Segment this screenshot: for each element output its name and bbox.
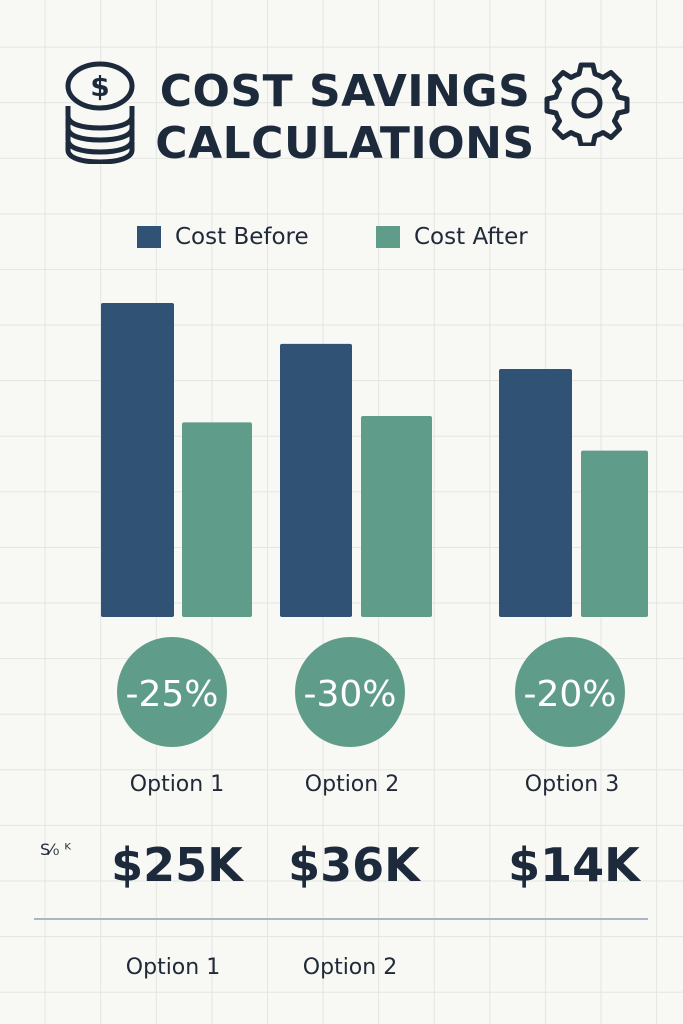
savings-badge-3	[515, 637, 625, 747]
page-title: COST SAVINGS CALCULATIONS	[150, 66, 540, 170]
legend-label-before: Cost Before	[175, 224, 309, 250]
bar-before-2	[280, 343, 352, 617]
title-line-1: COST SAVINGS	[159, 66, 531, 117]
bottom-option-label-1: Option 1	[125, 955, 221, 980]
title-line-2: CALCULATIONS	[155, 118, 535, 169]
savings-badge-1	[117, 637, 227, 747]
bar-after-3	[581, 450, 648, 617]
amount-option-1: $25K	[111, 838, 243, 892]
bar-before-3	[499, 368, 572, 617]
legend-item-before: Cost Before	[137, 222, 309, 252]
gear-icon	[544, 62, 630, 146]
savings-label-3: -20%	[523, 674, 616, 715]
svg-text:$: $	[90, 70, 109, 103]
bottom-option-label-2: Option 2	[302, 955, 398, 980]
savings-label-2: -30%	[303, 674, 396, 715]
legend-label-after: Cost After	[414, 224, 528, 250]
divider	[34, 918, 648, 920]
savings-label-1: -25%	[125, 674, 218, 715]
bar-after-2	[361, 416, 432, 617]
bar-after-1	[182, 422, 252, 617]
amount-option-2: $36K	[288, 838, 420, 892]
coins-dollar-icon: $	[65, 61, 135, 164]
legend-swatch-after	[376, 226, 400, 248]
legend-item-after: Cost After	[376, 222, 528, 252]
option-label-1: Option 1	[129, 772, 225, 797]
option-label-2: Option 2	[304, 772, 400, 797]
option-label-3: Option 3	[524, 772, 620, 797]
savings-badge-2	[295, 637, 405, 747]
amount-prefix: S⁄₀ ᴷ	[40, 840, 71, 859]
legend-swatch-before	[137, 226, 161, 248]
bar-before-1	[101, 303, 174, 617]
amount-option-3: $14K	[508, 838, 640, 892]
